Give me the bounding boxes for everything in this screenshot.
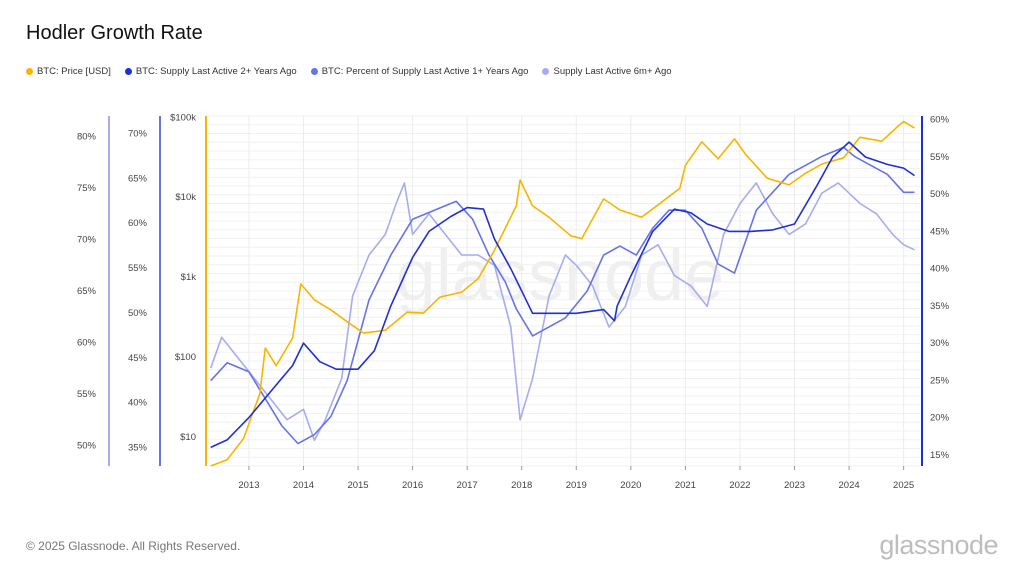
axis-1y-tick-label: 55% xyxy=(128,263,148,274)
axis-2y-tick-label: 30% xyxy=(930,338,950,349)
legend-label-price: BTC: Price [USD] xyxy=(37,66,111,77)
legend-dot-supply-6m xyxy=(542,68,550,75)
legend-dot-price xyxy=(26,68,33,75)
chart-legend: BTC: Price [USD] BTC: Supply Last Active… xyxy=(26,66,672,77)
axis-1y-tick-label: 70% xyxy=(128,128,148,139)
axis-price-tick-label: $1k xyxy=(181,272,197,283)
series-supply-6m-line xyxy=(209,182,915,442)
axis-2y-tick-label: 25% xyxy=(930,375,950,386)
series-lines xyxy=(209,120,915,467)
grid-lines xyxy=(208,115,920,467)
axis-2y-tick-label: 60% xyxy=(930,115,950,126)
axis-2y-tick-label: 20% xyxy=(930,413,950,424)
x-tick-label: 2024 xyxy=(839,480,860,491)
x-tick-label: 2013 xyxy=(238,480,259,491)
legend-item-supply-6m[interactable]: Supply Last Active 6m+ Ago xyxy=(542,66,672,77)
axis-1y-tick-label: 65% xyxy=(128,173,148,184)
legend-dot-supply-2y xyxy=(124,68,132,75)
axis-price-tick-label: $100 xyxy=(175,352,196,363)
axis-6m-tick-label: 75% xyxy=(77,183,97,194)
axis-2y-tick-label: 45% xyxy=(930,226,950,237)
legend-label-supply-2y: BTC: Supply Last Active 2+ Years Ago xyxy=(135,66,297,77)
axis-1y-tick-label: 60% xyxy=(128,218,148,229)
x-tick-label: 2023 xyxy=(784,480,805,491)
axes: 2013 2014 2015 2016 2017 2018 2019 2020 2021 2022… xyxy=(77,112,950,491)
legend-label-supply-6m: Supply Last Active 6m+ Ago xyxy=(553,66,672,77)
x-tick-label: 2014 xyxy=(293,480,314,491)
legend-item-supply-2y[interactable]: BTC: Supply Last Active 2+ Years Ago xyxy=(124,66,297,77)
axis-6m-tick-label: 70% xyxy=(77,235,97,246)
axis-6m-tick-label: 50% xyxy=(77,441,97,452)
axis-2y-tick-label: 50% xyxy=(930,189,950,200)
copyright-footer: © 2025 Glassnode. All Rights Reserved. xyxy=(26,539,241,553)
x-tick-label: 2021 xyxy=(675,480,696,491)
axis-1y-tick-label: 40% xyxy=(128,398,148,409)
x-tick-label: 2019 xyxy=(566,480,587,491)
axis-1y-tick-label: 45% xyxy=(128,353,148,364)
series-percent-1y-line xyxy=(210,146,915,445)
legend-item-percent-1y[interactable]: BTC: Percent of Supply Last Active 1+ Ye… xyxy=(310,66,529,77)
axis-6m-tick-label: 55% xyxy=(77,389,97,400)
axis-2y-tick-label: 55% xyxy=(930,152,950,163)
axis-6m-tick-label: 80% xyxy=(77,132,97,143)
brand-logo: glassnode xyxy=(879,530,998,560)
x-tick-label: 2016 xyxy=(402,480,423,491)
x-tick-label: 2015 xyxy=(347,480,368,491)
axis-price-tick-label: $10k xyxy=(175,192,196,203)
chart-title: Hodler Growth Rate xyxy=(26,22,203,44)
x-tick-label: 2018 xyxy=(511,480,532,491)
x-tick-label: 2022 xyxy=(729,480,750,491)
axis-2y-tick-label: 40% xyxy=(930,264,950,275)
x-tick-label: 2017 xyxy=(457,480,478,491)
chart-watermark: glassnode xyxy=(396,236,724,316)
axis-6m-tick-label: 65% xyxy=(77,286,97,297)
x-tick-label: 2020 xyxy=(620,480,641,491)
axis-1y-tick-label: 35% xyxy=(128,443,148,454)
axis-2y-tick-label: 15% xyxy=(930,450,950,461)
axis-2y-tick-label: 35% xyxy=(930,301,950,312)
series-price-line xyxy=(210,120,915,467)
axis-1y-tick-label: 50% xyxy=(128,308,148,319)
legend-dot-percent-1y xyxy=(310,68,318,75)
axis-price-tick-label: $100k xyxy=(170,112,196,123)
series-supply-2y-line xyxy=(210,141,915,449)
axis-6m-tick-label: 60% xyxy=(77,338,97,349)
legend-item-price[interactable]: BTC: Price [USD] xyxy=(26,66,111,77)
axis-price-tick-label: $10 xyxy=(180,432,196,443)
x-tick-label: 2025 xyxy=(893,480,914,491)
legend-label-percent-1y: BTC: Percent of Supply Last Active 1+ Ye… xyxy=(321,66,529,77)
